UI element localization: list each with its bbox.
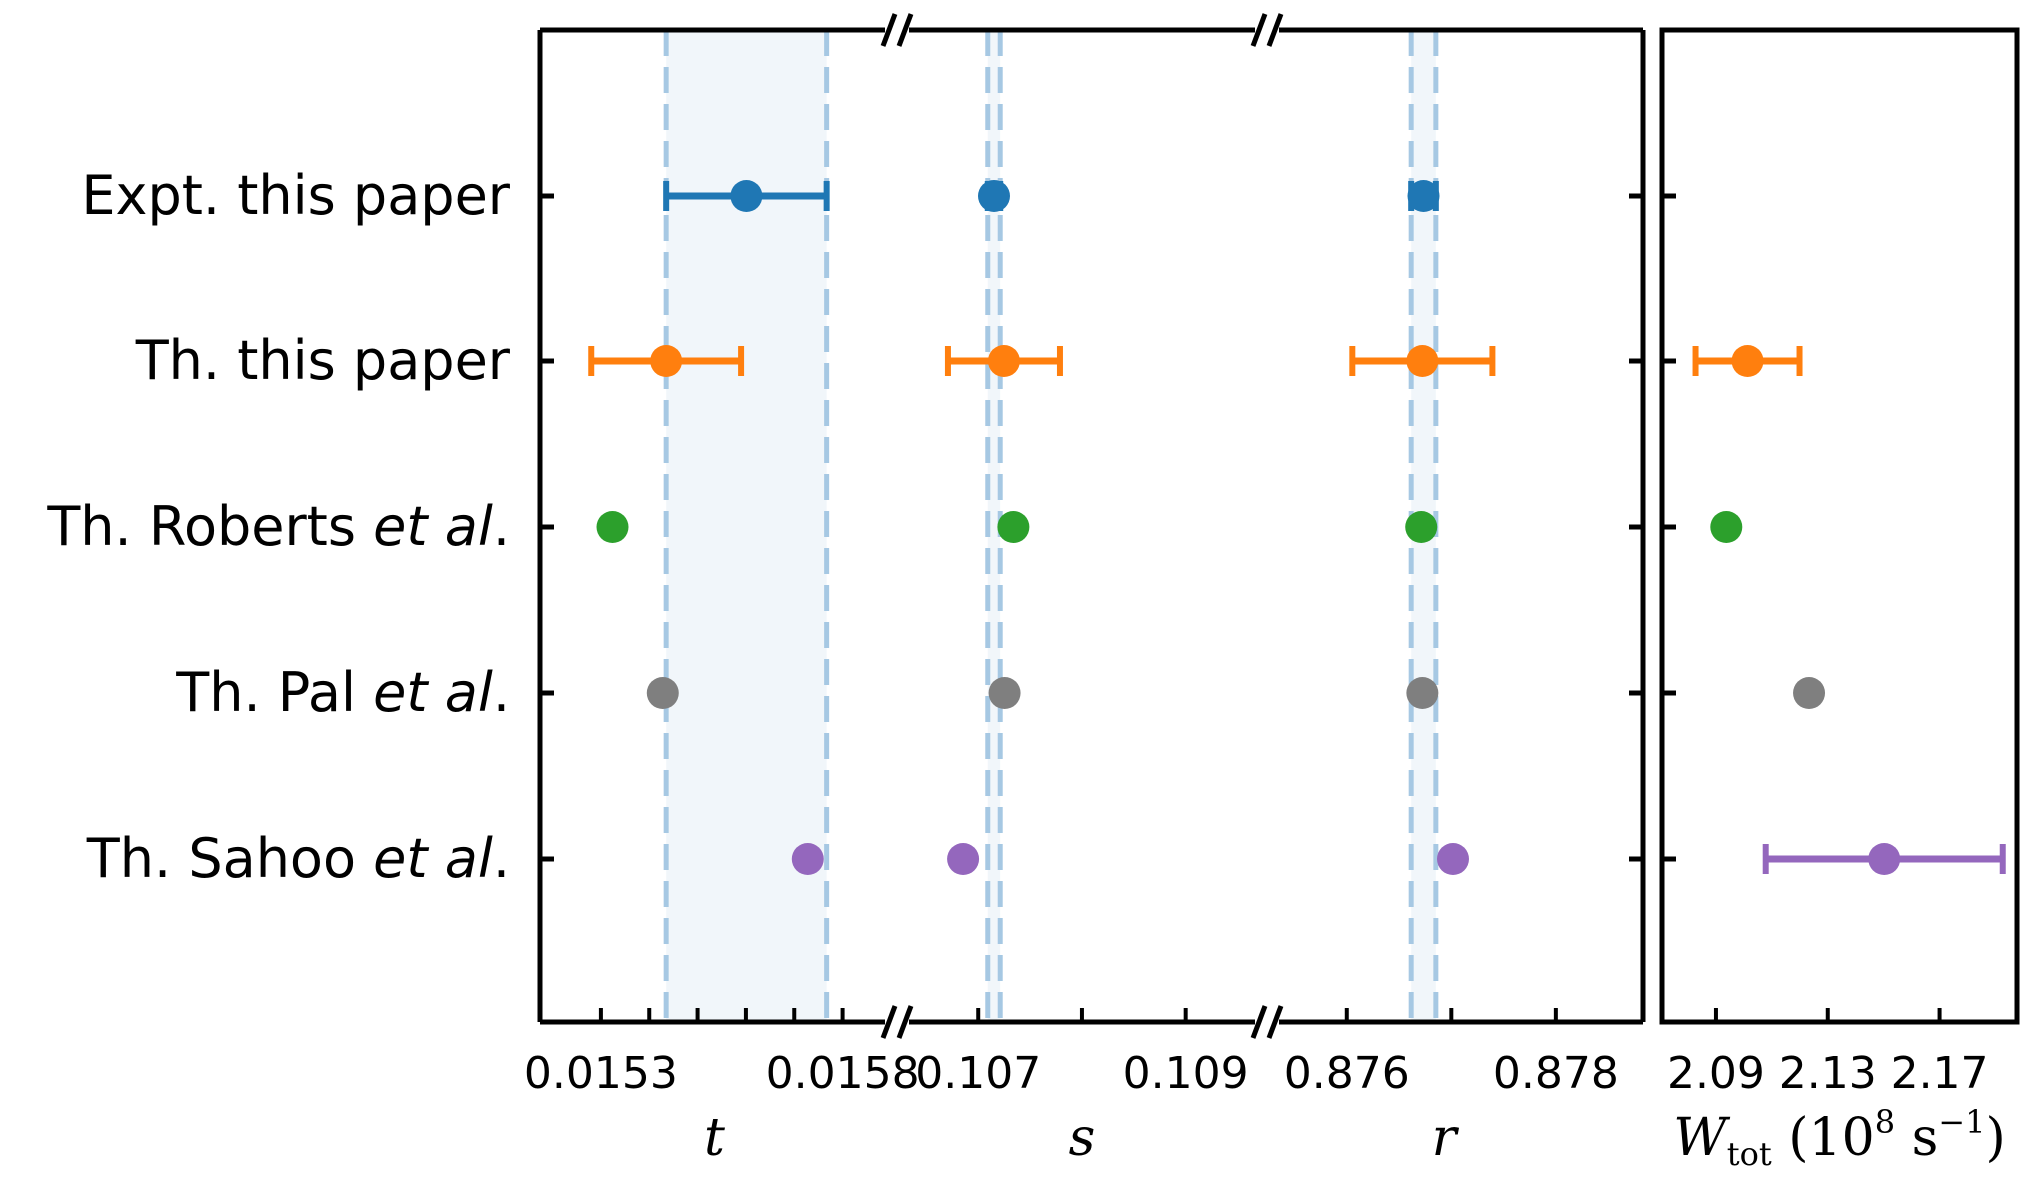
category-label-1: Th. this paper <box>135 329 511 392</box>
point-r-3 <box>1406 677 1439 709</box>
point-t-0 <box>730 180 763 212</box>
category-label-text: Th. Pal <box>175 661 373 724</box>
point-r-4 <box>1436 843 1469 875</box>
axis-break-0-1-0 <box>880 1005 898 1039</box>
point-s-4 <box>947 843 980 875</box>
category-label-2: Th. Roberts et al. <box>46 495 510 558</box>
uncertainty-bands <box>663 30 1439 1022</box>
tick-label-t-0: 0.0153 <box>524 1048 678 1099</box>
data-marks <box>588 180 2006 875</box>
category-label-suffix: . <box>493 827 510 890</box>
point-r-2 <box>1405 511 1438 543</box>
category-label-italic: et al <box>373 495 493 558</box>
point-s-3 <box>988 677 1021 709</box>
tick-label-t-1: 0.0158 <box>766 1048 920 1099</box>
tick-label-r-0: 0.876 <box>1284 1048 1410 1099</box>
axis-label-w-close: ) <box>1985 1108 2005 1168</box>
point-t-2 <box>596 511 629 543</box>
category-label-text: Th. Roberts <box>46 495 373 558</box>
axes-frames <box>537 13 2020 1039</box>
category-label-3: Th. Pal et al. <box>175 661 510 724</box>
point-r-1 <box>1406 345 1439 377</box>
category-label-4: Th. Sahoo et al. <box>86 827 510 890</box>
category-label-suffix: . <box>493 495 510 558</box>
axis-label-r: r <box>1432 1108 1460 1168</box>
point-w-4 <box>1868 843 1901 875</box>
axis-break-0-0-1 <box>896 13 914 47</box>
axis-break-0-1-1 <box>896 1005 914 1039</box>
band-s <box>987 30 1001 1022</box>
category-label-text: Th. this paper <box>135 329 511 392</box>
category-label-suffix: . <box>493 661 510 724</box>
category-label-italic: et al <box>373 661 493 724</box>
axis-label-w-exp2: −1 <box>1938 1103 1985 1141</box>
point-t-3 <box>646 677 679 709</box>
axis-label-w-exp: 8 <box>1875 1103 1895 1141</box>
point-r-0 <box>1407 180 1440 212</box>
axis-break-1-1-1 <box>1266 1005 1284 1039</box>
axis-break-0-0-0 <box>880 13 898 47</box>
tick-label-w-1: 2.13 <box>1779 1048 1877 1099</box>
tick-label-w-2: 2.17 <box>1891 1048 1989 1099</box>
axis-label-w-symbol: W <box>1673 1108 1730 1168</box>
category-label-italic: et al <box>373 827 493 890</box>
axis-break-1-1-0 <box>1250 1005 1268 1039</box>
point-t-4 <box>791 843 824 875</box>
point-s-2 <box>997 511 1030 543</box>
point-s-1 <box>987 345 1020 377</box>
axis-label-s: s <box>1069 1108 1096 1168</box>
category-label-0: Expt. this paper <box>81 164 510 227</box>
tick-label-s-1: 0.109 <box>1123 1048 1249 1099</box>
axis-label-w-unit2: s <box>1895 1108 1938 1168</box>
axis-label-t: t <box>704 1108 725 1168</box>
point-w-1 <box>1731 345 1764 377</box>
tick-label-r-1: 0.878 <box>1493 1048 1619 1099</box>
point-t-1 <box>650 345 683 377</box>
category-label-text: Th. Sahoo <box>86 827 373 890</box>
axis-label-w-sub: tot <box>1727 1135 1772 1173</box>
tick-label-s-0: 0.107 <box>915 1048 1041 1099</box>
tick-label-w-0: 2.09 <box>1667 1048 1765 1099</box>
point-w-3 <box>1793 677 1826 709</box>
category-label-text: Expt. this paper <box>81 164 510 227</box>
axis-break-1-0-0 <box>1250 13 1268 47</box>
axis-label-w-unit: (10 <box>1772 1108 1875 1168</box>
point-s-0 <box>977 180 1010 212</box>
point-w-2 <box>1710 511 1743 543</box>
axis-label-w: Wtot (108 s−1) <box>1673 1103 2005 1173</box>
axis-break-1-0-1 <box>1266 13 1284 47</box>
